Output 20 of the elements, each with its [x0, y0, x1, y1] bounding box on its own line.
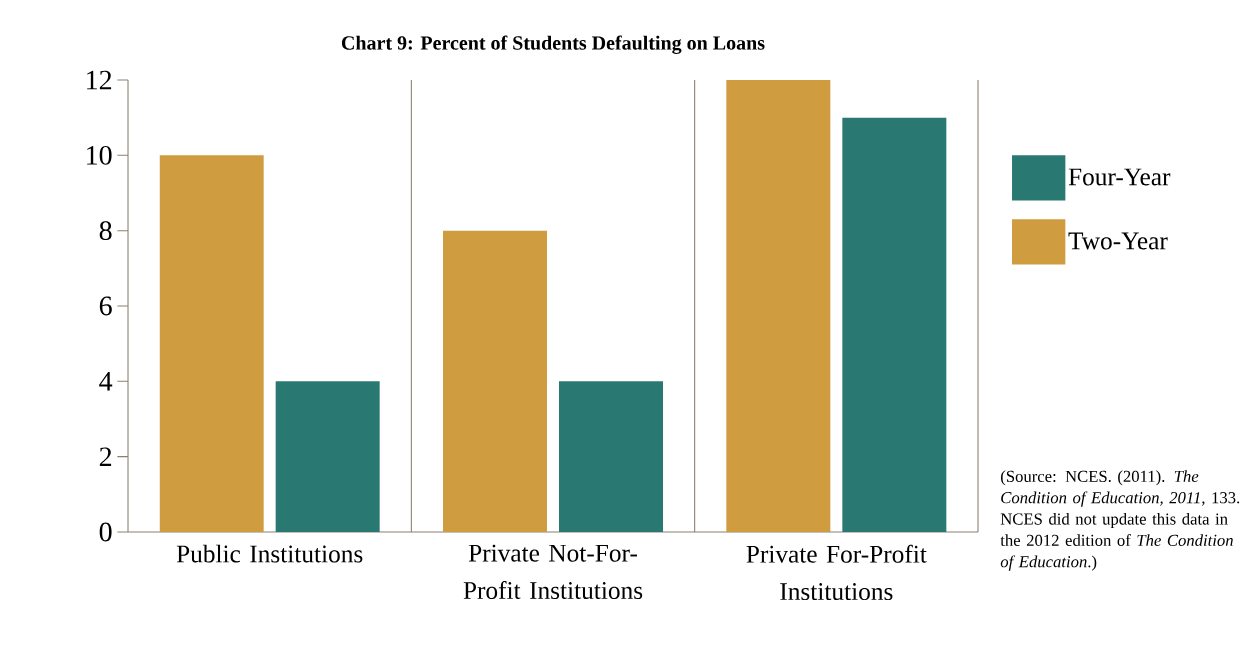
bar — [443, 230, 548, 532]
text: (Source: NCES. (2011). The Condition of Education, 2011, 133. NCES did not update this data in the 2012 edition of The Condition of Education.) — [1000, 470, 1240, 571]
bar — [842, 117, 947, 532]
bar — [559, 381, 664, 532]
bar — [275, 381, 380, 532]
y-tick-label: 2 — [99, 447, 112, 466]
x-tick-label: Private Not-For-Profit Institutions — [463, 544, 643, 600]
legend-label: Two-Year — [1068, 232, 1168, 250]
y-tick-label: 10 — [87, 145, 112, 165]
x-tick-label: Private For-Profit Institutions — [746, 544, 927, 601]
y-tick-label: 12 — [87, 70, 112, 90]
y-tick-label: 0 — [99, 522, 112, 542]
bar — [726, 79, 831, 532]
y-tick-label: 6 — [99, 296, 112, 316]
x-tick-label: Public Institutions — [176, 544, 363, 563]
bar — [159, 155, 264, 532]
chart-title: Chart 9: Percent of Students Defaulting on Loans — [341, 35, 765, 54]
legend-label: Four-Year — [1068, 168, 1171, 186]
y-tick-label: 4 — [99, 372, 113, 391]
y-tick-label: 8 — [99, 221, 112, 241]
